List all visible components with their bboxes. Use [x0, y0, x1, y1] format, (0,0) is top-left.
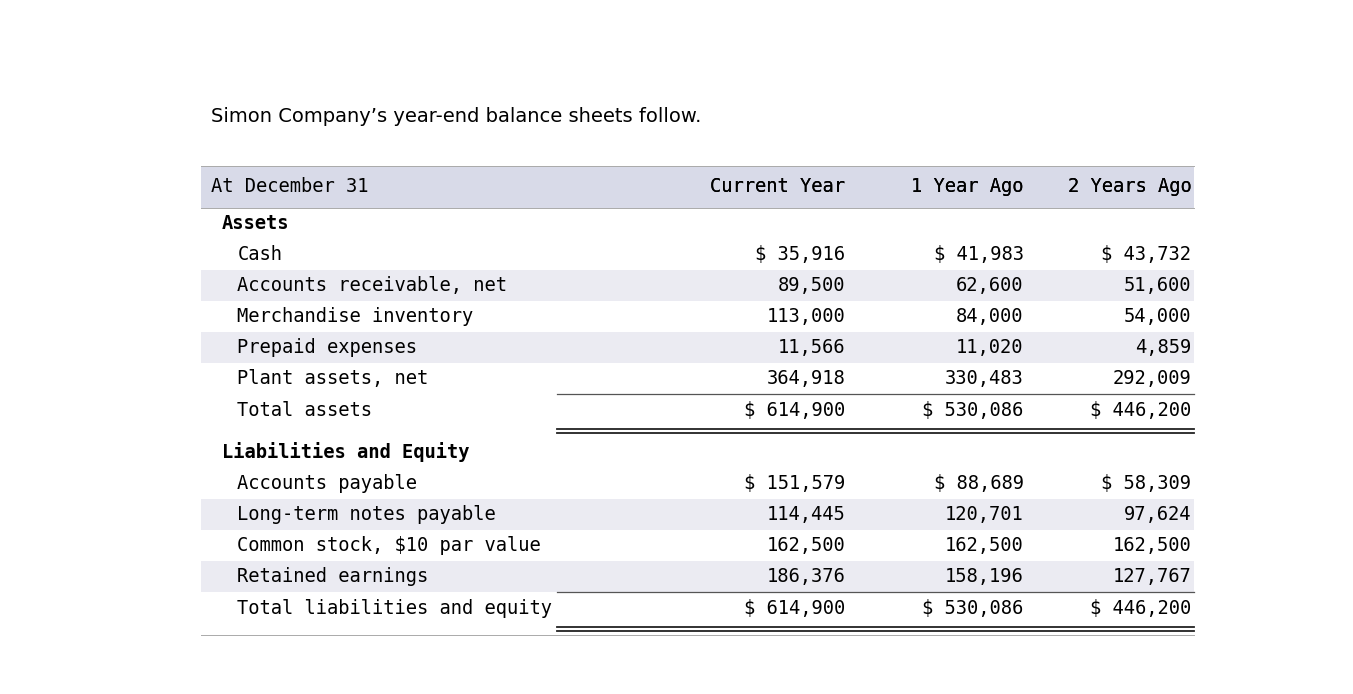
Text: 292,009: 292,009	[1112, 369, 1192, 388]
Text: $ 35,916: $ 35,916	[755, 245, 846, 264]
Bar	[200, 166, 1193, 208]
Text: 4,859: 4,859	[1135, 338, 1192, 357]
Text: Long-term notes payable: Long-term notes payable	[237, 505, 497, 524]
Bar	[200, 270, 1193, 301]
Text: 2 Years Ago: 2 Years Ago	[1068, 178, 1192, 196]
Bar	[200, 363, 1193, 393]
Bar	[200, 332, 1193, 363]
Text: $ 614,900: $ 614,900	[744, 599, 846, 618]
Text: 120,701: 120,701	[944, 505, 1024, 524]
Text: Assets: Assets	[222, 214, 290, 232]
Text: 186,376: 186,376	[767, 567, 846, 586]
Bar	[200, 437, 1193, 468]
Text: 11,020: 11,020	[957, 338, 1024, 357]
Text: Accounts payable: Accounts payable	[237, 474, 417, 493]
Bar	[200, 499, 1193, 530]
Text: Total liabilities and equity: Total liabilities and equity	[237, 599, 552, 618]
Bar	[200, 239, 1193, 270]
Text: 11,566: 11,566	[778, 338, 846, 357]
Text: Current Year: Current Year	[710, 178, 846, 196]
Bar	[200, 468, 1193, 499]
Text: Current Year: Current Year	[710, 178, 846, 196]
Text: At December 31: At December 31	[211, 178, 368, 196]
Text: Retained earnings: Retained earnings	[237, 567, 429, 586]
Text: 89,500: 89,500	[778, 276, 846, 295]
Text: 127,767: 127,767	[1112, 567, 1192, 586]
Bar	[200, 530, 1193, 561]
Text: 114,445: 114,445	[767, 505, 846, 524]
Text: 162,500: 162,500	[944, 536, 1024, 555]
Text: $ 446,200: $ 446,200	[1091, 400, 1192, 420]
Text: Prepaid expenses: Prepaid expenses	[237, 338, 417, 357]
Text: 162,500: 162,500	[767, 536, 846, 555]
Text: 54,000: 54,000	[1124, 307, 1192, 325]
Text: 158,196: 158,196	[944, 567, 1024, 586]
Text: $ 58,309: $ 58,309	[1101, 474, 1192, 493]
Text: Simon Company’s year-end balance sheets follow.: Simon Company’s year-end balance sheets …	[211, 108, 701, 126]
Text: 97,624: 97,624	[1124, 505, 1192, 524]
Bar	[200, 208, 1193, 239]
Text: Common stock, $10 par value: Common stock, $10 par value	[237, 536, 541, 555]
Text: 162,500: 162,500	[1112, 536, 1192, 555]
Text: Cash: Cash	[237, 245, 283, 264]
Text: 330,483: 330,483	[944, 369, 1024, 388]
Text: Total assets: Total assets	[237, 400, 372, 420]
Text: Liabilities and Equity: Liabilities and Equity	[222, 443, 469, 462]
Text: $ 43,732: $ 43,732	[1101, 245, 1192, 264]
Text: Plant assets, net: Plant assets, net	[237, 369, 429, 388]
Text: 2 Years Ago: 2 Years Ago	[1068, 178, 1192, 196]
Text: $ 88,689: $ 88,689	[934, 474, 1024, 493]
Text: $ 614,900: $ 614,900	[744, 400, 846, 420]
Text: 84,000: 84,000	[957, 307, 1024, 325]
Text: $ 530,086: $ 530,086	[923, 599, 1024, 618]
Text: 113,000: 113,000	[767, 307, 846, 325]
Text: 51,600: 51,600	[1124, 276, 1192, 295]
Bar	[200, 592, 1193, 625]
Text: Merchandise inventory: Merchandise inventory	[237, 307, 474, 325]
Text: 364,918: 364,918	[767, 369, 846, 388]
Bar	[200, 393, 1193, 426]
Text: $ 446,200: $ 446,200	[1091, 599, 1192, 618]
Text: $ 151,579: $ 151,579	[744, 474, 846, 493]
Bar	[200, 301, 1193, 332]
Text: Accounts receivable, net: Accounts receivable, net	[237, 276, 507, 295]
Text: 1 Year Ago: 1 Year Ago	[911, 178, 1024, 196]
Text: 1 Year Ago: 1 Year Ago	[911, 178, 1024, 196]
Text: 62,600: 62,600	[957, 276, 1024, 295]
Text: $ 41,983: $ 41,983	[934, 245, 1024, 264]
Bar	[200, 561, 1193, 592]
Text: $ 530,086: $ 530,086	[923, 400, 1024, 420]
